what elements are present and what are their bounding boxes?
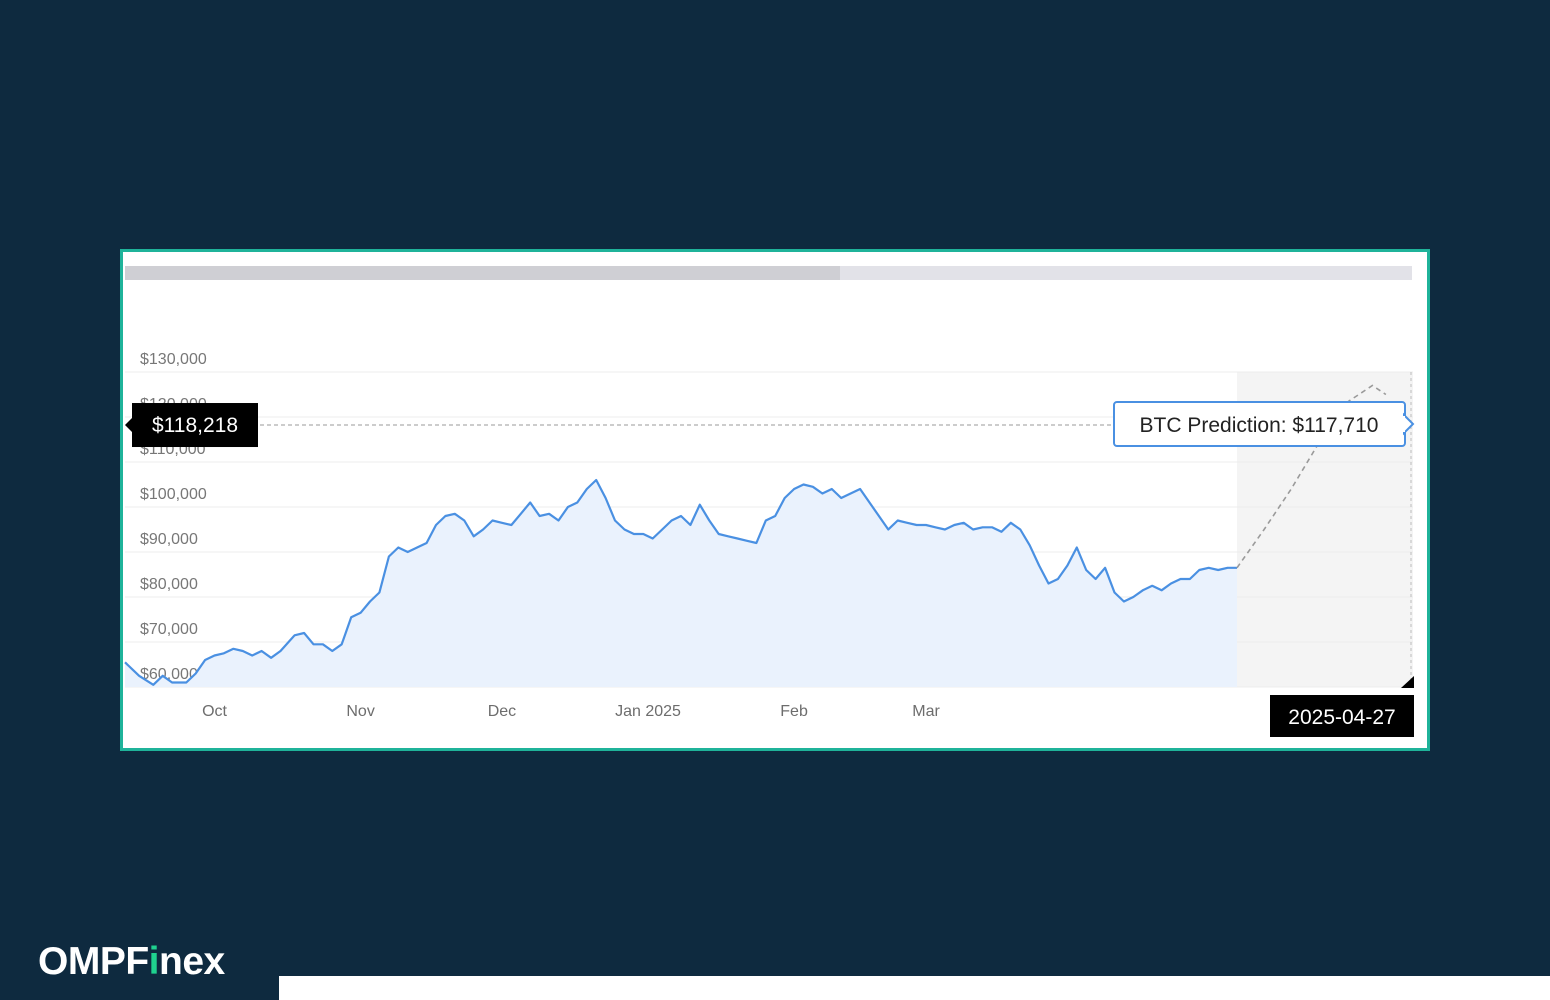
date-marker-box xyxy=(1270,695,1414,737)
btc-price-chart: $130,000$120,000$110,000$100,000$90,000$… xyxy=(124,266,1415,737)
price-marker: $118,218 xyxy=(125,403,258,448)
x-tick-label-2: Dec xyxy=(488,703,516,720)
range-navigator-thumb[interactable] xyxy=(125,266,840,280)
price-marker-pointer xyxy=(125,417,133,434)
brand-name-accent: i xyxy=(148,940,160,983)
x-tick-label-1: Nov xyxy=(346,703,374,720)
x-tick-label-5: Mar xyxy=(912,703,940,720)
footer-bar xyxy=(279,976,1550,1000)
x-tick-label-3: Jan 2025 xyxy=(615,703,681,720)
y-tick-label-5: $80,000 xyxy=(140,576,198,593)
y-tick-label-0: $130,000 xyxy=(140,351,207,368)
x-tick-label-0: Oct xyxy=(202,703,227,720)
price-marker-box xyxy=(132,403,258,448)
price-area xyxy=(125,480,1237,687)
prediction-tooltip: BTC Prediction: $117,710 xyxy=(1113,401,1415,447)
x-axis-ticks: Oct Nov Dec Jan 2025 Feb Mar xyxy=(202,703,940,720)
date-marker-label: 2025-04-27 xyxy=(1288,706,1395,729)
price-line xyxy=(124,478,1237,686)
y-tick-label-3: $100,000 xyxy=(140,486,207,503)
chart-frame: $130,000$120,000$110,000$100,000$90,000$… xyxy=(120,249,1430,751)
y-tick-label-7: $60,000 xyxy=(140,666,198,683)
y-tick-label-6: $70,000 xyxy=(140,621,198,638)
y-tick-label-4: $90,000 xyxy=(140,531,198,548)
brand-name-part2: nex xyxy=(159,940,225,983)
date-marker-pointer xyxy=(1401,676,1414,688)
brand-logo: OMPFinex xyxy=(38,940,225,984)
x-tick-label-4: Feb xyxy=(780,703,808,720)
brand-name-part1: OMPF xyxy=(38,940,149,983)
prediction-tooltip-label: BTC Prediction: $117,710 xyxy=(1140,414,1379,437)
date-marker: 2025-04-27 xyxy=(1270,676,1414,737)
y-axis-ticks: $130,000$120,000$110,000$100,000$90,000$… xyxy=(140,351,207,683)
price-marker-label: $118,218 xyxy=(152,414,238,437)
